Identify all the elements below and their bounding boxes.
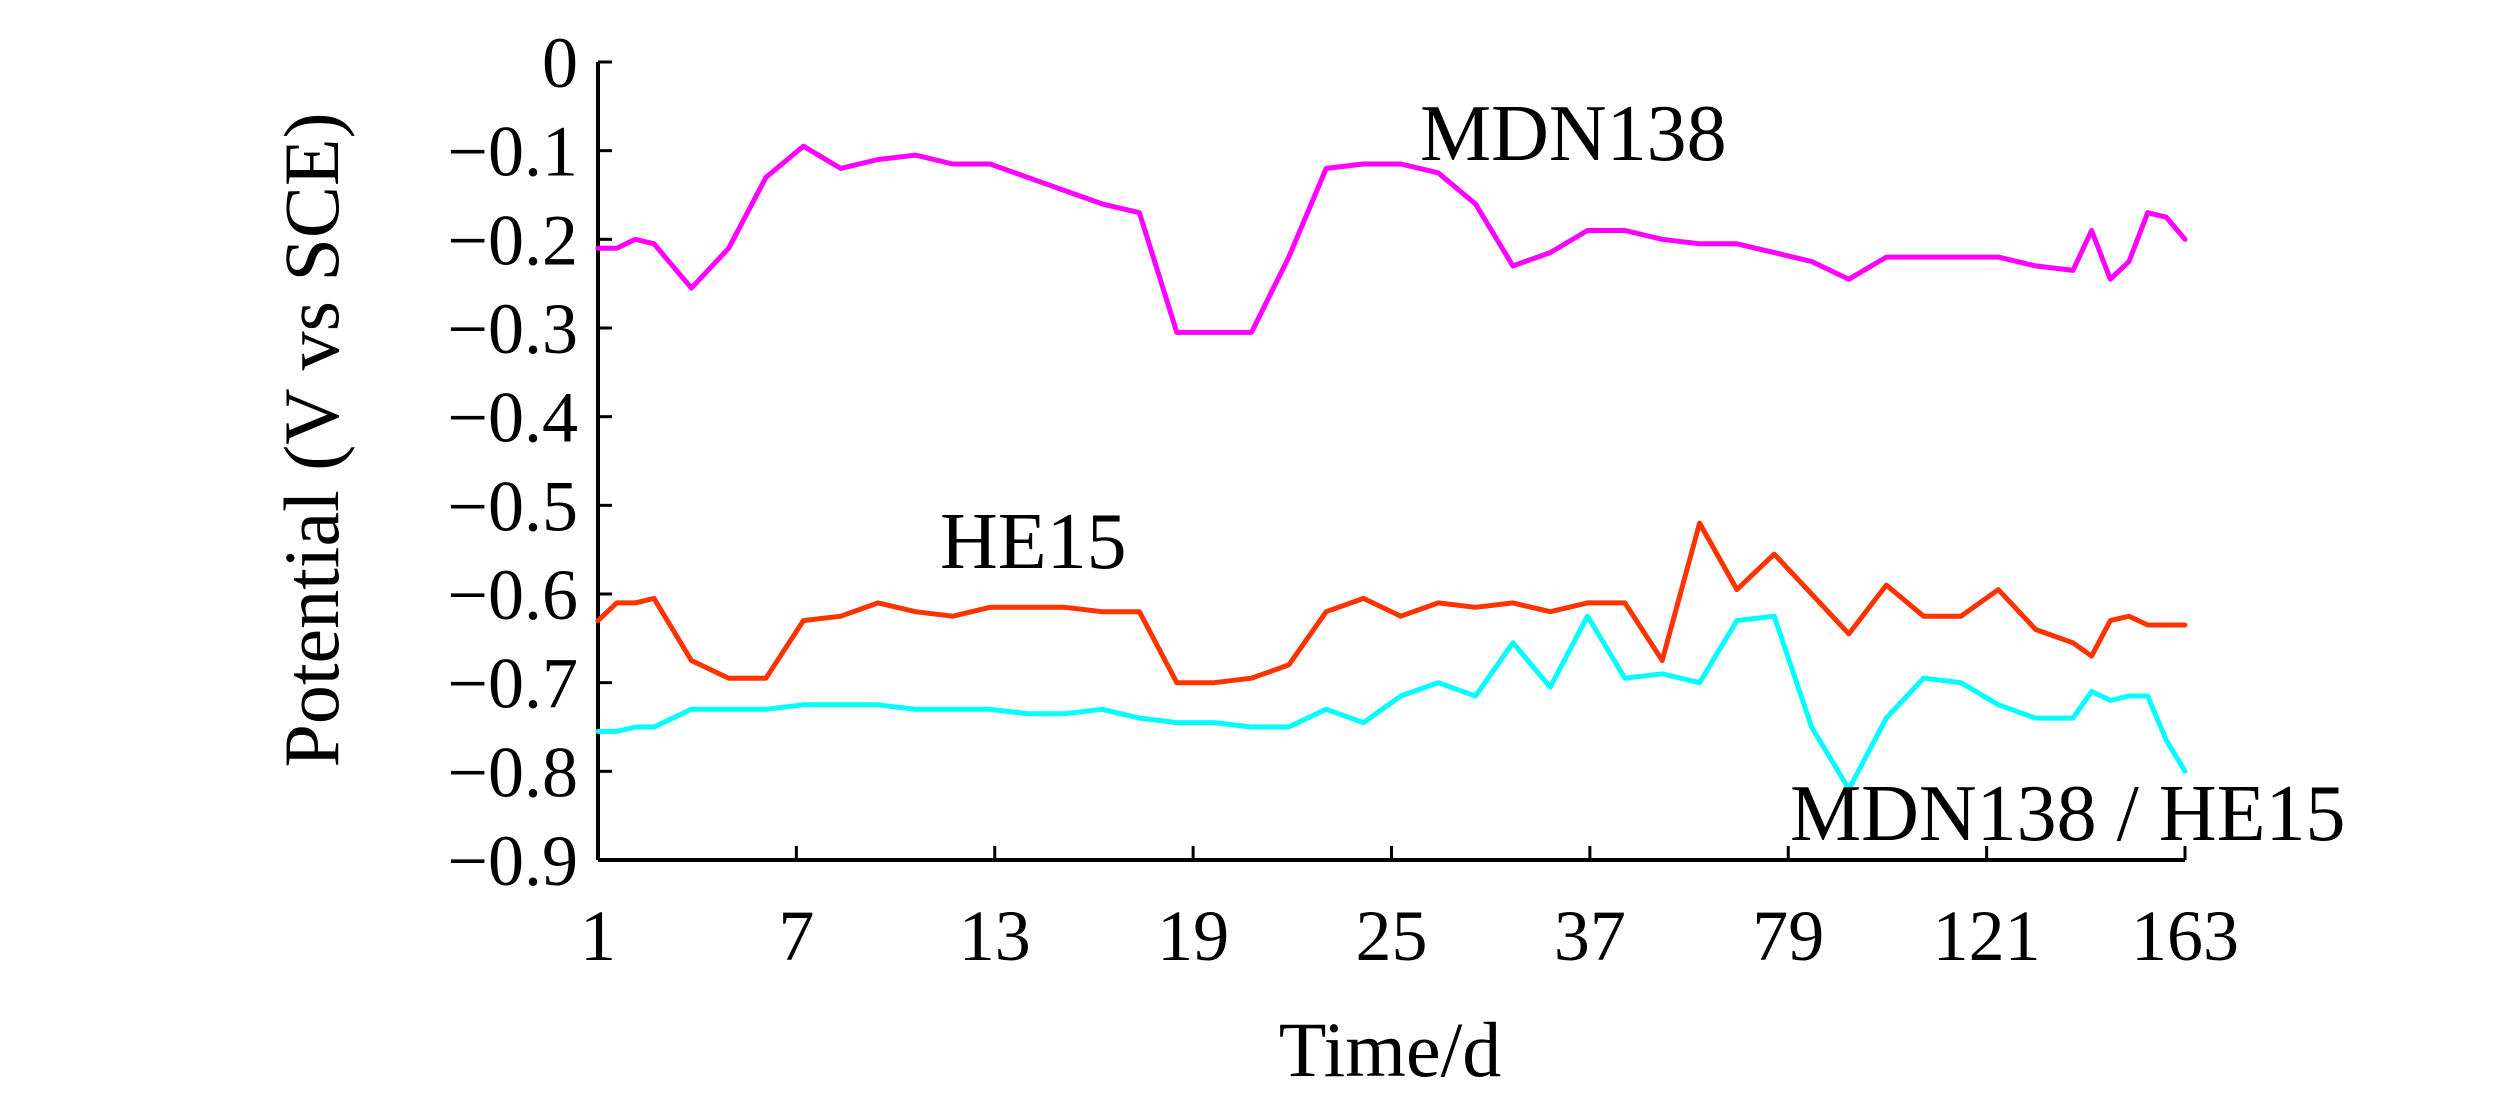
y-tick-label: −0.6 xyxy=(447,555,578,635)
labels-layer: Potential (V vs SCE) Time/d MDN138 HE15 … xyxy=(268,90,2346,1093)
y-tick-label: −0.8 xyxy=(447,732,578,812)
series-line-mdn138-he15 xyxy=(595,613,2188,792)
series-line-he15 xyxy=(595,520,2188,686)
x-tick-label: 7 xyxy=(778,896,814,976)
y-tick-label: 0 xyxy=(542,23,578,103)
series-line-mdn138 xyxy=(595,143,2188,335)
series-label-he15: HE15 xyxy=(940,498,1127,586)
series-label-mdn138-he15: MDN138 / HE15 xyxy=(1790,770,2346,858)
x-tick-label: 25 xyxy=(1356,896,1428,976)
y-tick-label: −0.4 xyxy=(447,378,578,458)
axes: 0 −0.1−0.2 −0.3 −0.4−0.5 −0.6 −0.7−0.8 −0.91 7 1… xyxy=(447,23,2239,976)
series-layer xyxy=(595,143,2188,792)
series-label-mdn138: MDN138 xyxy=(1420,90,1727,178)
y-tick-label: −0.2 xyxy=(447,200,578,280)
y-tick-label: −0.5 xyxy=(447,466,578,546)
y-tick-label: −0.3 xyxy=(447,289,578,369)
y-tick-label: −0.9 xyxy=(447,821,578,901)
y-axis-title: Potential (V vs SCE) xyxy=(268,112,355,767)
x-tick-label: 19 xyxy=(1157,896,1229,976)
x-tick-label: 163 xyxy=(2131,896,2239,976)
y-tick-label: −0.1 xyxy=(447,112,578,192)
x-axis-title: Time/d xyxy=(1279,1006,1502,1093)
x-tick-label: 13 xyxy=(959,896,1031,976)
x-tick-label: 37 xyxy=(1554,896,1626,976)
x-tick-label: 1 xyxy=(580,896,616,976)
x-tick-label: 79 xyxy=(1752,896,1824,976)
x-tick-label: 121 xyxy=(1933,896,2041,976)
y-tick-label: −0.7 xyxy=(447,644,578,724)
